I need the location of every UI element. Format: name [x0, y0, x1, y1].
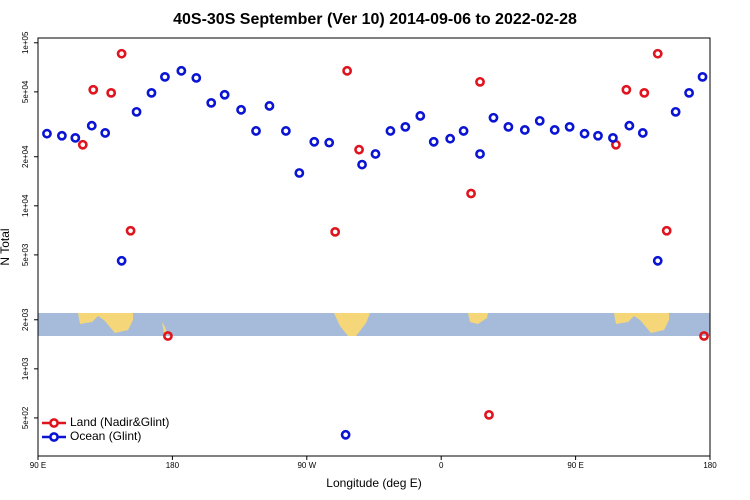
point [294, 168, 305, 178]
point [86, 120, 97, 131]
legend-label: Land (Nadir&Glint) [70, 415, 169, 429]
x-tick-label: 0 [439, 461, 444, 470]
point [125, 225, 136, 236]
y-tick-label: 5e+02 [21, 406, 30, 429]
x-tick-label: 180 [166, 461, 180, 470]
point [466, 188, 476, 199]
point [324, 137, 335, 148]
point [415, 111, 426, 121]
x-tick-label: 180 [703, 461, 717, 470]
point [385, 126, 396, 136]
legend-marker [49, 432, 59, 442]
y-tick-label: 1e+05 [21, 31, 30, 54]
x-tick-label: 90 E [30, 461, 46, 470]
point [206, 97, 217, 108]
point [621, 84, 632, 95]
point [56, 130, 67, 141]
point [70, 132, 81, 143]
point [88, 84, 99, 95]
point [475, 149, 485, 159]
point [354, 144, 364, 155]
point [697, 71, 708, 82]
point [534, 115, 545, 126]
point [475, 76, 485, 87]
point [116, 48, 127, 59]
point [309, 136, 320, 147]
legend-label: Ocean (Glint) [70, 429, 141, 443]
x-tick-label: 90 W [297, 461, 316, 470]
plot-frame [37, 37, 711, 457]
point [146, 87, 157, 98]
y-axis-label: N Total [0, 228, 12, 265]
point [100, 128, 111, 138]
point [163, 331, 173, 341]
point [42, 128, 52, 139]
y-tick-label: 5e+04 [21, 80, 30, 103]
point [484, 409, 494, 420]
point [370, 149, 381, 159]
point [549, 125, 560, 135]
point [445, 133, 456, 144]
point [684, 87, 694, 98]
point [608, 132, 618, 143]
y-tick-label: 1e+04 [21, 194, 30, 217]
y-tick-label: 2e+04 [21, 145, 30, 168]
point [503, 121, 514, 132]
point [579, 128, 590, 139]
point [280, 126, 291, 136]
point [624, 120, 635, 131]
point [458, 126, 469, 136]
point [160, 71, 170, 82]
point [106, 87, 117, 98]
point [191, 73, 202, 83]
point [77, 139, 88, 150]
point [131, 106, 142, 117]
map-strip [38, 313, 710, 336]
point [400, 121, 411, 132]
x-tick-label: 90 E [567, 461, 583, 470]
point [699, 331, 709, 341]
y-tick-label: 2e+03 [21, 308, 30, 331]
point [652, 255, 663, 266]
point [176, 65, 187, 76]
point [428, 136, 439, 147]
point [652, 48, 663, 59]
point [219, 89, 230, 100]
point [236, 104, 246, 115]
point [670, 106, 681, 117]
point [488, 112, 499, 123]
point [116, 255, 127, 266]
point [519, 125, 530, 135]
legend-marker [49, 418, 59, 428]
point [357, 159, 367, 170]
y-tick-label: 5e+03 [21, 243, 30, 266]
point [340, 429, 351, 440]
point [593, 130, 603, 141]
point [251, 126, 261, 136]
point [564, 121, 575, 132]
point [639, 87, 650, 98]
point [330, 226, 341, 237]
y-tick-label: 1e+03 [21, 357, 30, 380]
point [637, 128, 648, 138]
point [661, 225, 672, 236]
point [342, 65, 353, 76]
chart-title: 40S-30S September (Ver 10) 2014-09-06 to… [173, 11, 577, 28]
x-axis-label: Longitude (deg E) [326, 476, 421, 490]
point [264, 101, 275, 111]
